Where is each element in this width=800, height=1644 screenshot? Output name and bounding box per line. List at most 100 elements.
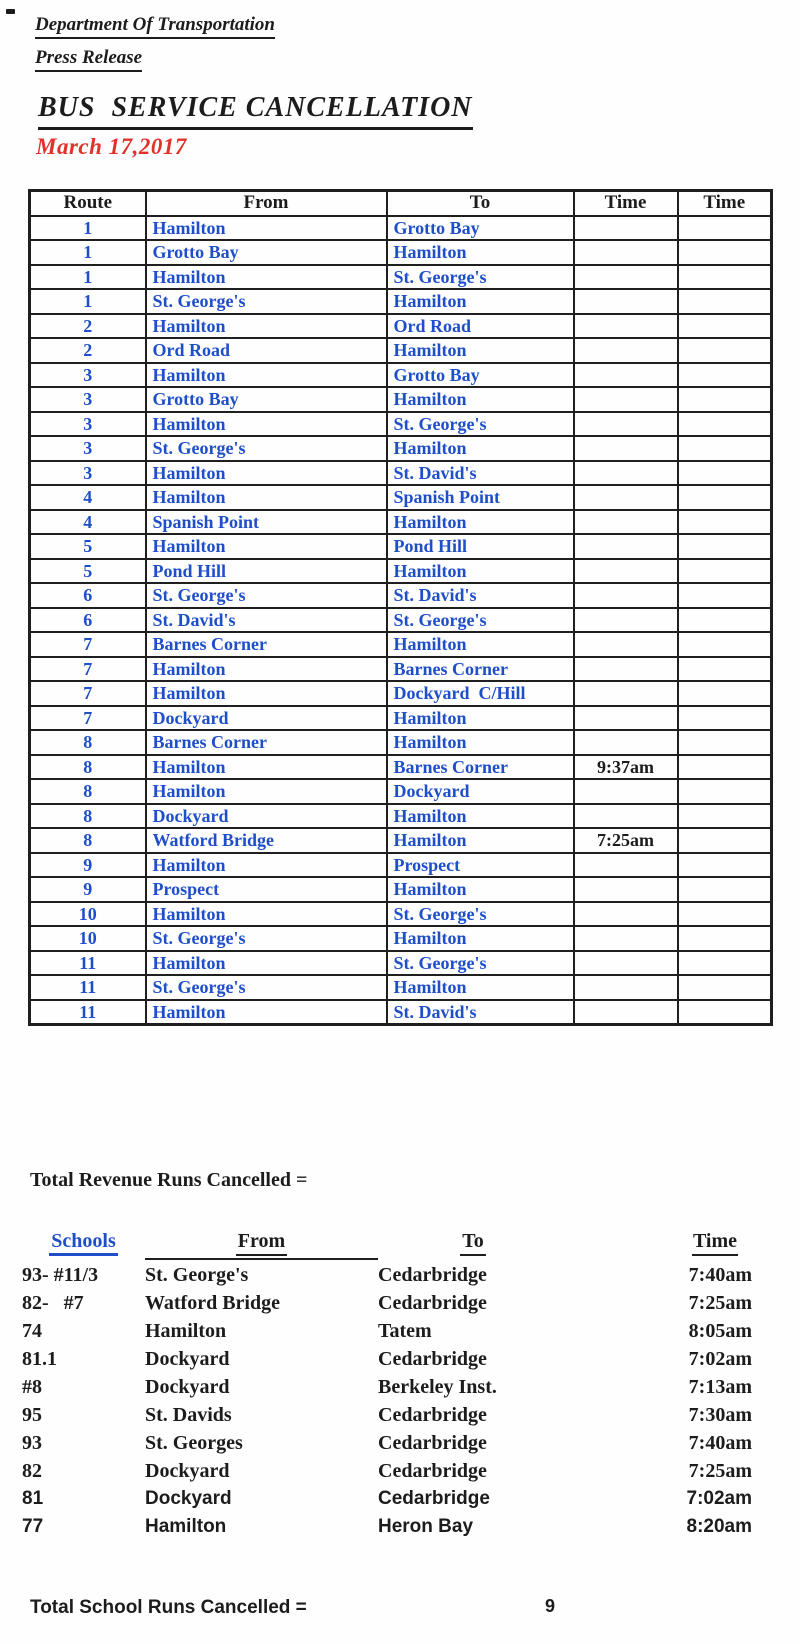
route-row: 9 Hamilton Prospect: [28, 851, 773, 878]
schools-header-from: From: [145, 1230, 378, 1260]
route-cell-route: 1: [28, 239, 147, 266]
route-cell-time1: [572, 582, 679, 609]
school-cell-time: 7:02am: [686, 1488, 753, 1509]
route-cell-time1: 9:37am: [572, 753, 679, 780]
route-cell-route: 3: [28, 361, 147, 388]
route-cell-route: 8: [28, 729, 147, 756]
route-cell-to: St. David's: [385, 998, 575, 1025]
route-cell-to: Ord Road: [385, 312, 575, 339]
route-cell-route: 5: [28, 533, 147, 560]
route-cell-time2: [676, 410, 773, 437]
route-cell-time1: [572, 508, 679, 535]
route-cell-to: Barnes Corner: [385, 753, 575, 780]
route-cell-time2: [676, 827, 773, 854]
route-cell-to: Hamilton: [385, 288, 575, 315]
route-cell-from: St. George's: [144, 435, 388, 462]
total-revenue-label: Total Revenue Runs Cancelled =: [30, 1169, 308, 1191]
route-cell-to: Prospect: [385, 851, 575, 878]
route-cell-time2: [676, 263, 773, 290]
route-cell-time2: [676, 680, 773, 707]
route-cell-time2: [676, 802, 773, 829]
route-cell-to: Grotto Bay: [385, 214, 575, 241]
school-cell-from: Watford Bridge: [145, 1292, 280, 1314]
route-cell-time1: [572, 876, 679, 903]
route-cell-time2: [676, 729, 773, 756]
route-cell-route: 7: [28, 680, 147, 707]
route-cell-from: Dockyard: [144, 704, 388, 731]
route-cell-from: Prospect: [144, 876, 388, 903]
route-cell-route: 3: [28, 435, 147, 462]
route-cell-from: Grotto Bay: [144, 386, 388, 413]
route-cell-time1: [572, 729, 679, 756]
route-cell-route: 1: [28, 288, 147, 315]
route-cell-to: Hamilton: [385, 974, 575, 1001]
route-cell-route: 3: [28, 410, 147, 437]
route-cell-route: 7: [28, 631, 147, 658]
route-row: 8 Barnes Corner Hamilton: [28, 729, 773, 756]
route-cell-to: Hamilton: [385, 925, 575, 952]
route-row: 9 Prospect Hamilton: [28, 876, 773, 903]
route-cell-time1: [572, 435, 679, 462]
route-cell-from: Watford Bridge: [144, 827, 388, 854]
school-cell-from: St. George's: [145, 1264, 249, 1286]
route-row: 8 Dockyard Hamilton: [28, 802, 773, 829]
route-cell-to: Barnes Corner: [385, 655, 575, 682]
school-cell-to: Tatem: [378, 1320, 432, 1342]
route-cell-to: Dockyard C/Hill: [385, 680, 575, 707]
route-cell-from: Hamilton: [144, 484, 388, 511]
school-row: 81 Dockyard Cedarbridge 7:02am: [22, 1488, 752, 1516]
route-row: 6 St. David's St. George's: [28, 606, 773, 633]
route-cell-from: Hamilton: [144, 459, 388, 486]
route-cell-from: Hamilton: [144, 312, 388, 339]
route-row: 5 Pond Hill Hamilton: [28, 557, 773, 584]
school-cell-from: Dockyard: [145, 1488, 232, 1509]
route-cell-route: 6: [28, 582, 147, 609]
route-cell-route: 4: [28, 508, 147, 535]
total-school-label: Total School Runs Cancelled =: [30, 1597, 307, 1618]
route-cell-to: St. David's: [385, 582, 575, 609]
route-row: 1 Grotto Bay Hamilton: [28, 239, 773, 266]
school-cell-id: 77: [22, 1516, 44, 1537]
route-cell-to: St. David's: [385, 459, 575, 486]
school-row: 93 St. Georges Cedarbridge 7:40am: [22, 1432, 752, 1460]
route-cell-to: Grotto Bay: [385, 361, 575, 388]
route-cell-from: St. George's: [144, 925, 388, 952]
route-cell-from: Hamilton: [144, 655, 388, 682]
route-cell-time1: 7:25am: [572, 827, 679, 854]
route-row: 10 Hamilton St. George's: [28, 900, 773, 927]
route-row: 3 Grotto Bay Hamilton: [28, 386, 773, 413]
route-cell-time2: [676, 900, 773, 927]
route-cell-time2: [676, 337, 773, 364]
route-cell-to: Hamilton: [385, 729, 575, 756]
route-row: 7 Hamilton Barnes Corner: [28, 655, 773, 682]
route-cell-route: 8: [28, 753, 147, 780]
school-cell-to: Cedarbridge: [378, 1488, 490, 1509]
route-cell-time1: [572, 851, 679, 878]
route-header-time1: Time: [572, 189, 679, 217]
route-cell-from: Hamilton: [144, 851, 388, 878]
school-cell-id: 82: [22, 1460, 42, 1482]
scan-artifact: [6, 9, 15, 14]
route-cell-time2: [676, 925, 773, 952]
route-cell-time2: [676, 435, 773, 462]
route-cell-time1: [572, 239, 679, 266]
route-cell-from: Dockyard: [144, 802, 388, 829]
route-row: 1 Hamilton Grotto Bay: [28, 214, 773, 241]
route-cell-route: 1: [28, 263, 147, 290]
route-cell-time1: [572, 459, 679, 486]
route-cell-time1: [572, 925, 679, 952]
schools-header-time: Time: [678, 1230, 752, 1256]
route-cell-time2: [676, 312, 773, 339]
route-cell-from: Hamilton: [144, 533, 388, 560]
school-cell-to: Cedarbridge: [378, 1404, 487, 1426]
route-cell-route: 8: [28, 778, 147, 805]
route-cell-time2: [676, 582, 773, 609]
route-cell-to: Hamilton: [385, 876, 575, 903]
route-cell-to: Spanish Point: [385, 484, 575, 511]
route-cell-time1: [572, 214, 679, 241]
route-cell-from: Hamilton: [144, 949, 388, 976]
cancellation-date: March 17,2017: [36, 134, 187, 159]
school-cell-from: Hamilton: [145, 1516, 227, 1537]
route-table-header-row: Route From To Time Time: [28, 189, 773, 217]
route-cell-time1: [572, 655, 679, 682]
